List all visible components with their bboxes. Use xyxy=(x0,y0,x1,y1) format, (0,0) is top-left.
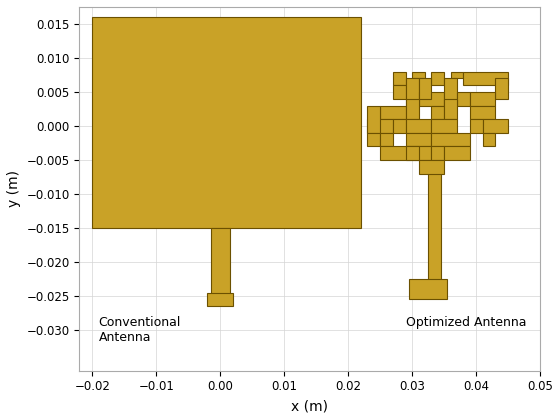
Bar xyxy=(406,133,431,146)
Bar xyxy=(457,92,470,105)
Y-axis label: y (m): y (m) xyxy=(7,171,21,207)
Bar xyxy=(444,79,457,105)
Bar xyxy=(380,105,406,119)
X-axis label: x (m): x (m) xyxy=(291,399,328,413)
Bar xyxy=(470,119,483,133)
Bar xyxy=(207,293,233,306)
Bar xyxy=(444,99,457,119)
Bar xyxy=(483,119,508,133)
Bar xyxy=(431,119,457,133)
Bar xyxy=(428,167,441,296)
Bar xyxy=(380,133,393,146)
Bar xyxy=(367,133,380,146)
Bar xyxy=(380,146,431,160)
Bar xyxy=(393,85,406,99)
Bar xyxy=(418,160,444,173)
Bar xyxy=(451,71,463,79)
Bar xyxy=(393,71,406,85)
Bar xyxy=(431,133,470,146)
Bar xyxy=(496,79,508,99)
Bar xyxy=(444,146,470,160)
Bar xyxy=(418,79,431,99)
Bar xyxy=(418,92,444,105)
Bar xyxy=(431,146,444,160)
Bar xyxy=(406,99,418,119)
Bar xyxy=(211,228,230,296)
Bar xyxy=(470,92,496,105)
Text: Conventional
Antenna: Conventional Antenna xyxy=(99,316,181,344)
Bar xyxy=(406,79,418,105)
Bar xyxy=(393,119,406,133)
Bar xyxy=(470,105,496,119)
Bar xyxy=(367,119,393,133)
Bar xyxy=(367,105,380,133)
Bar xyxy=(463,71,508,85)
Bar xyxy=(431,71,444,85)
Bar xyxy=(92,17,361,228)
Bar xyxy=(406,119,431,133)
Bar xyxy=(412,71,425,79)
Bar xyxy=(483,133,496,146)
Bar xyxy=(431,105,444,119)
Bar xyxy=(409,279,447,299)
Bar xyxy=(406,146,418,160)
Text: Optimized Antenna: Optimized Antenna xyxy=(406,316,526,329)
